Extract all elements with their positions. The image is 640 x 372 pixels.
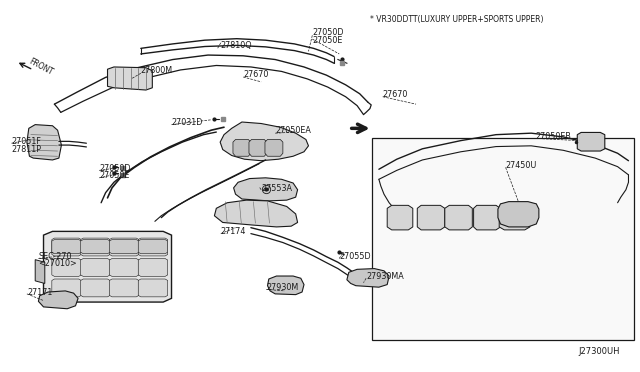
Text: 27670: 27670 — [243, 70, 269, 79]
Polygon shape — [81, 279, 110, 297]
Text: FRONT: FRONT — [27, 57, 54, 77]
Polygon shape — [108, 67, 152, 90]
Polygon shape — [214, 200, 298, 227]
Polygon shape — [109, 259, 139, 276]
Polygon shape — [417, 205, 445, 230]
Text: 27930M: 27930M — [266, 283, 298, 292]
Polygon shape — [38, 291, 78, 309]
Polygon shape — [220, 122, 308, 161]
Text: 27050D: 27050D — [99, 164, 131, 173]
Text: 27050EB: 27050EB — [535, 132, 571, 141]
Polygon shape — [347, 269, 389, 287]
Polygon shape — [387, 205, 413, 230]
Polygon shape — [445, 205, 472, 230]
Text: 27031D: 27031D — [172, 118, 203, 126]
Polygon shape — [138, 259, 168, 276]
Polygon shape — [499, 205, 530, 230]
Text: 27171: 27171 — [27, 288, 52, 296]
Text: 27051F: 27051F — [12, 137, 42, 146]
Text: 27050D: 27050D — [312, 28, 344, 37]
Polygon shape — [234, 178, 298, 201]
Polygon shape — [138, 279, 168, 297]
Polygon shape — [81, 259, 110, 276]
Bar — [372, 138, 634, 340]
Text: * VR30DDTT(LUXURY UPPER+SPORTS UPPER): * VR30DDTT(LUXURY UPPER+SPORTS UPPER) — [370, 15, 543, 24]
Polygon shape — [81, 240, 110, 254]
Polygon shape — [109, 279, 139, 297]
Text: 27174: 27174 — [221, 227, 246, 236]
Polygon shape — [52, 259, 81, 276]
Text: 27811P: 27811P — [12, 145, 42, 154]
Text: 27055D: 27055D — [339, 252, 371, 261]
Text: 27930MA: 27930MA — [366, 272, 404, 280]
Text: SEC.270: SEC.270 — [38, 252, 72, 261]
Polygon shape — [109, 238, 139, 256]
Polygon shape — [474, 205, 500, 230]
Text: <27010>: <27010> — [38, 259, 77, 268]
Polygon shape — [249, 140, 267, 156]
Text: 27050E: 27050E — [99, 171, 129, 180]
Polygon shape — [109, 240, 139, 254]
Polygon shape — [35, 260, 45, 283]
Text: 27050EA: 27050EA — [275, 126, 311, 135]
Polygon shape — [52, 238, 81, 256]
Polygon shape — [138, 238, 168, 256]
Text: 27800M: 27800M — [141, 66, 173, 75]
Polygon shape — [138, 240, 168, 254]
Text: 27670: 27670 — [383, 90, 408, 99]
Polygon shape — [233, 140, 251, 156]
Text: 27050E: 27050E — [312, 36, 342, 45]
Text: J27300UH: J27300UH — [578, 347, 620, 356]
Polygon shape — [27, 125, 61, 160]
Polygon shape — [577, 132, 605, 151]
Polygon shape — [268, 276, 304, 295]
Text: 27450U: 27450U — [506, 161, 537, 170]
Polygon shape — [52, 240, 81, 254]
Polygon shape — [498, 202, 539, 227]
Polygon shape — [265, 140, 283, 156]
Polygon shape — [81, 238, 110, 256]
Polygon shape — [44, 231, 172, 302]
Text: 27810Q: 27810Q — [221, 41, 252, 50]
Text: 27553A: 27553A — [261, 184, 292, 193]
Polygon shape — [52, 279, 81, 297]
